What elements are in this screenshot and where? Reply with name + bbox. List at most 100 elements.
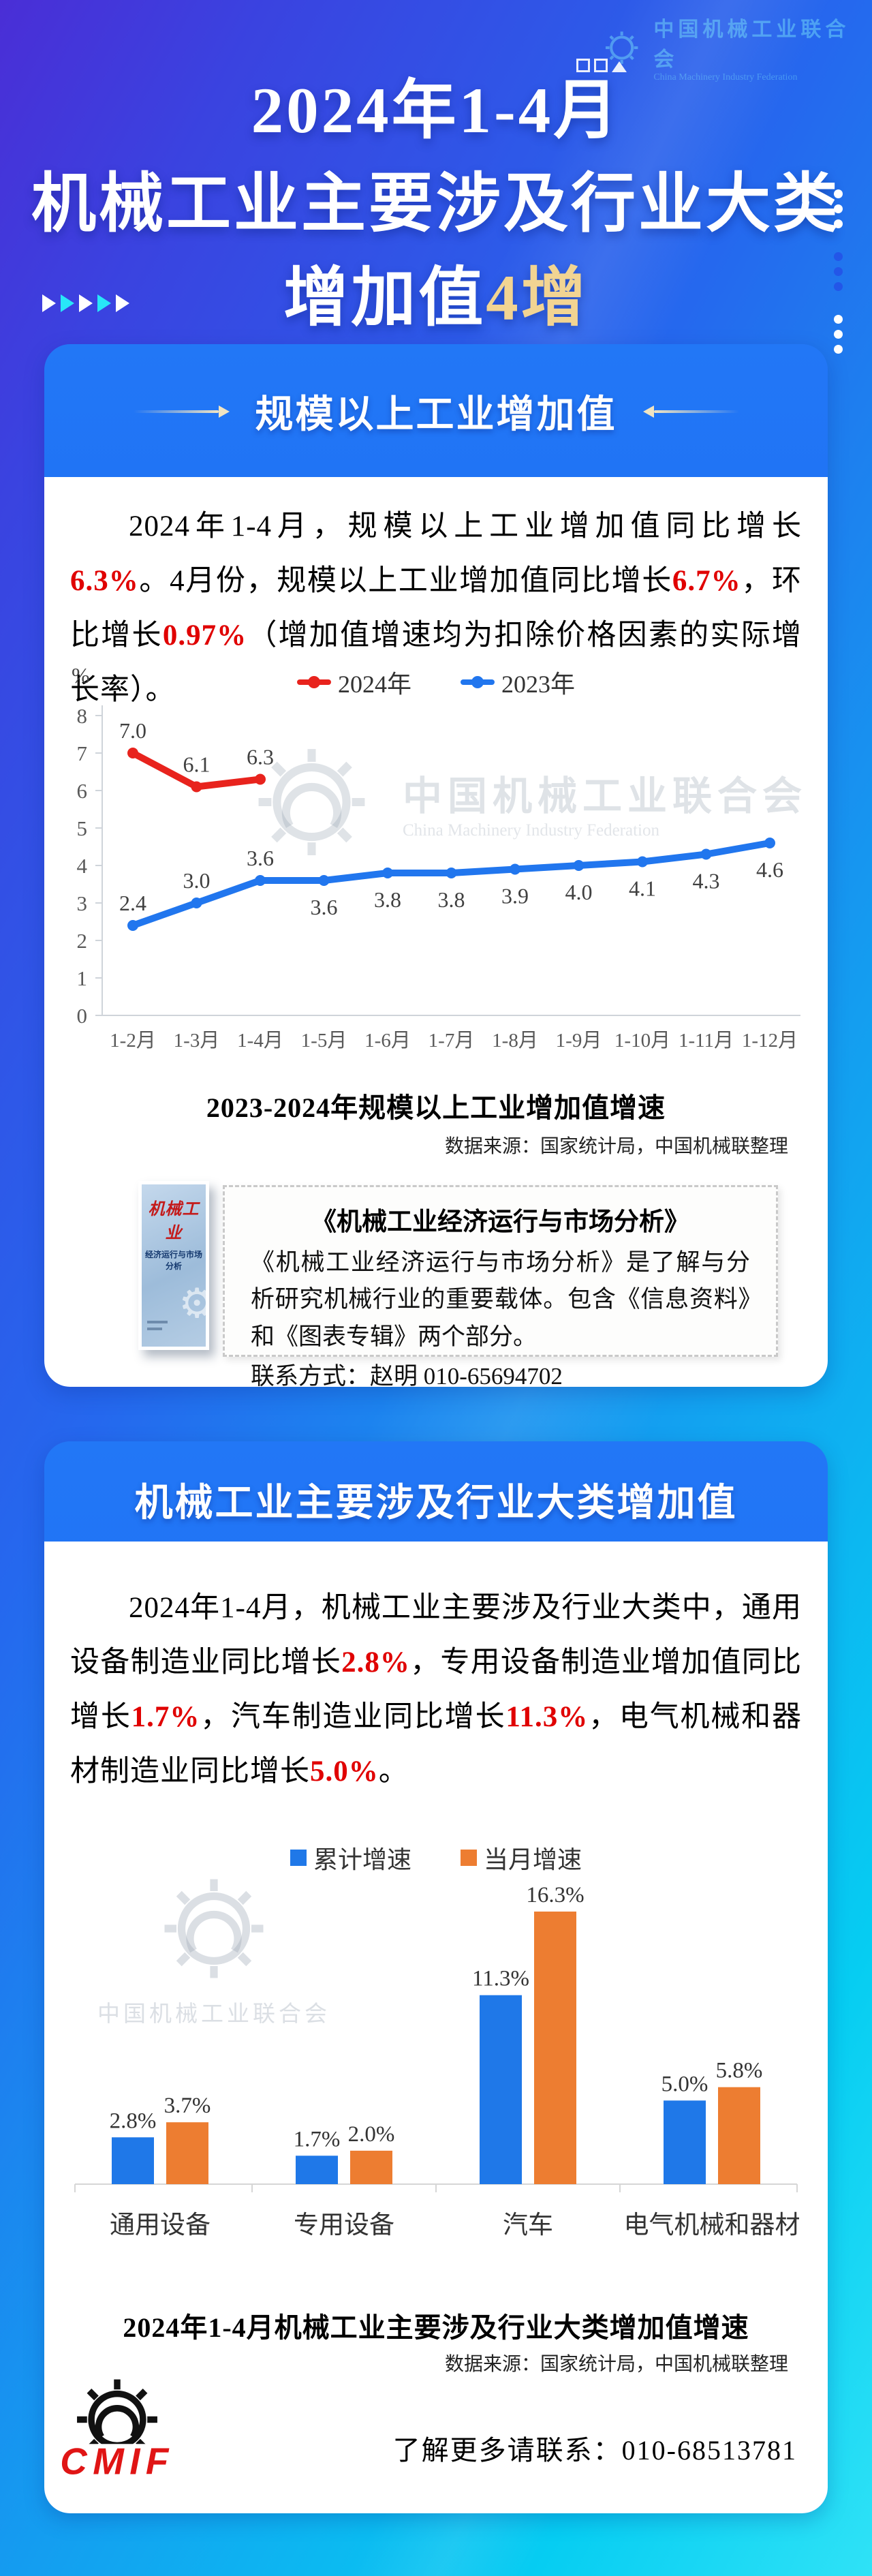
stamp-contact: 联系方式：赵明 010-65694702 — [251, 1362, 563, 1390]
legend-label: 2023年 — [501, 671, 576, 698]
svg-text:5.8%: 5.8% — [716, 2059, 763, 2083]
main-title-line2: 机械工业主要涉及行业大类 — [31, 168, 841, 240]
svg-text:5: 5 — [77, 816, 88, 840]
svg-text:2.0%: 2.0% — [348, 2122, 395, 2147]
publication-stamp-box: 《机械工业经济运行与市场分析》 《机械工业经济运行与市场分析》是了解与分析研究机… — [223, 1185, 778, 1390]
triangle-icon — [97, 294, 111, 312]
svg-text:1-3月: 1-3月 — [174, 1030, 220, 1052]
svg-text:4.0: 4.0 — [565, 880, 593, 904]
svg-text:3.6: 3.6 — [311, 895, 338, 919]
panel2-content-bg — [44, 1542, 828, 2513]
svg-text:1-12月: 1-12月 — [742, 1030, 798, 1052]
publication-promo: 机械工业 经济运行与市场分析 ⚙ 《机械工业经济运行与市场分析》 《机械工业经济… — [44, 1177, 828, 1390]
rising-chart-icon — [576, 59, 627, 72]
deco-square — [594, 59, 608, 72]
dots-deco-blue — [834, 252, 843, 291]
legend-item-cumulative: 累计增速 — [290, 1840, 411, 1875]
deco-square — [576, 59, 590, 72]
triangle-arrows-deco — [42, 294, 129, 312]
svg-text:1-5月: 1-5月 — [301, 1030, 347, 1052]
highlight-value: 0.97% — [162, 619, 247, 651]
svg-text:1-4月: 1-4月 — [237, 1030, 283, 1052]
left-arrow-deco — [133, 405, 230, 418]
bar-chart-legend: 累计增速 当月增速 — [44, 1840, 828, 1875]
highlight-value: 2.8% — [341, 1646, 410, 1678]
bar-chart-caption: 2024年1-4月机械工业主要涉及行业大类增加值增速 — [123, 2312, 749, 2343]
main-title-line3: 增加值4增 — [0, 245, 872, 339]
highlight-value: 1.7% — [131, 1700, 200, 1733]
svg-text:8: 8 — [77, 704, 88, 728]
gear-icon: ⚙ — [178, 1280, 206, 1328]
svg-text:1-8月: 1-8月 — [492, 1030, 538, 1052]
line-marker-icon — [296, 675, 331, 689]
svg-text:7.0: 7.0 — [119, 718, 146, 743]
svg-text:3: 3 — [77, 891, 88, 915]
triangle-icon — [116, 294, 129, 312]
book-cover: 机械工业 经济运行与市场分析 ⚙ — [138, 1181, 209, 1350]
section-panel-industry-categories: 机械工业主要涉及行业大类增加值 2024年1-4月，机械工业主要涉及行业大类中，… — [44, 1441, 828, 2513]
svg-text:11.3%: 11.3% — [472, 1967, 529, 1991]
svg-text:4.3: 4.3 — [693, 869, 720, 893]
title-line3-gold: 4增 — [486, 262, 589, 334]
line-chart-caption: 2023-2024年规模以上工业增加值增速 — [206, 1092, 666, 1123]
square-marker-icon — [461, 1850, 477, 1866]
svg-text:6.3: 6.3 — [247, 745, 274, 769]
stamp-title: 《机械工业经济运行与市场分析》 — [311, 1208, 689, 1236]
svg-text:3.6: 3.6 — [247, 846, 274, 870]
triangle-icon — [79, 294, 93, 312]
cmif-logo: CMIF — [59, 2372, 175, 2482]
cmif-watermark-header: 中国机械工业联合会 China Machinery Industry Feder… — [600, 12, 872, 83]
svg-text:1-6月: 1-6月 — [364, 1030, 411, 1052]
section1-title-row: 规模以上工业增加值 — [44, 384, 828, 439]
svg-text:汽车: 汽车 — [503, 2211, 553, 2239]
svg-text:电气机械和器材: 电气机械和器材 — [624, 2211, 800, 2239]
svg-text:1-9月: 1-9月 — [556, 1030, 602, 1052]
section1-title: 规模以上工业增加值 — [255, 394, 617, 436]
svg-text:16.3%: 16.3% — [526, 1883, 584, 1907]
highlight-value: 11.3% — [505, 1700, 589, 1733]
svg-text:1.7%: 1.7% — [294, 2127, 341, 2151]
title-line3-white: 增加值 — [283, 262, 486, 334]
watermark-cn: 中国机械工业联合会 — [653, 18, 850, 71]
section2-title: 机械工业主要涉及行业大类增加值 — [134, 1482, 738, 1524]
svg-text:4.6: 4.6 — [756, 857, 783, 882]
footer-contact: 了解更多请联系：010-68513781 — [392, 2435, 797, 2466]
book-deco-bar — [147, 1321, 168, 1323]
svg-text:6.1: 6.1 — [183, 752, 211, 777]
dots-deco-white — [834, 315, 843, 354]
stamp-body: 《机械工业经济运行与市场分析》是了解与分析研究机械行业的重要载体。包含《信息资料… — [251, 1249, 750, 1350]
svg-text:5.0%: 5.0% — [661, 2072, 708, 2096]
section-panel-industrial-output: 规模以上工业增加值 2024年1-4月，规模以上工业增加值同比增长6.3%。4月… — [44, 344, 828, 1390]
svg-text:6: 6 — [77, 779, 88, 803]
svg-text:1-2月: 1-2月 — [110, 1030, 156, 1052]
section2-title-row: 机械工业主要涉及行业大类增加值 — [44, 1472, 828, 1527]
legend-item-monthly: 当月增速 — [461, 1840, 582, 1875]
svg-text:1-11月: 1-11月 — [679, 1030, 734, 1052]
line-chart: 0 1 2 3 4 5 6 7 8 1-2月 1-3月 1-4月 1-5月 1-6月 1-7月 1-8月 1-9… — [77, 704, 800, 1052]
right-arrow-deco — [642, 405, 739, 418]
svg-text:通用设备: 通用设备 — [110, 2211, 211, 2239]
bar-chart: 通用设备 2.8% 3.7% 专用设备 1.7% 2.0% 汽车 11.3% 16.3% 电气机械… — [74, 1883, 800, 2239]
svg-text:0: 0 — [77, 1004, 88, 1028]
svg-text:2.8%: 2.8% — [110, 2109, 157, 2133]
legend-item-2023: 2023年 — [461, 664, 575, 700]
cmif-logo-text: CMIF — [60, 2440, 174, 2481]
highlight-value: 6.3% — [70, 564, 139, 597]
svg-text:4.1: 4.1 — [629, 876, 656, 901]
svg-text:3.7%: 3.7% — [164, 2094, 211, 2118]
square-marker-icon — [290, 1850, 307, 1866]
book-title: 机械工业 — [148, 1201, 200, 1242]
legend-label: 当月增速 — [484, 1846, 582, 1873]
triangle-icon — [61, 294, 74, 312]
triangle-icon — [42, 294, 56, 312]
watermark-en: China Machinery Industry Federation — [653, 72, 798, 82]
highlight-value: 6.7% — [672, 564, 741, 597]
svg-text:1: 1 — [77, 966, 88, 990]
bar-chart-source: 数据来源：国家统计局，中国机械联整理 — [444, 2354, 788, 2375]
cmif-gear-logo-icon: CMIF — [59, 2379, 175, 2482]
legend-label: 累计增速 — [313, 1846, 411, 1873]
line-chart-legend: 2024年 2023年 — [44, 664, 828, 700]
up-arrow-icon — [612, 61, 627, 72]
svg-text:2: 2 — [77, 929, 88, 953]
